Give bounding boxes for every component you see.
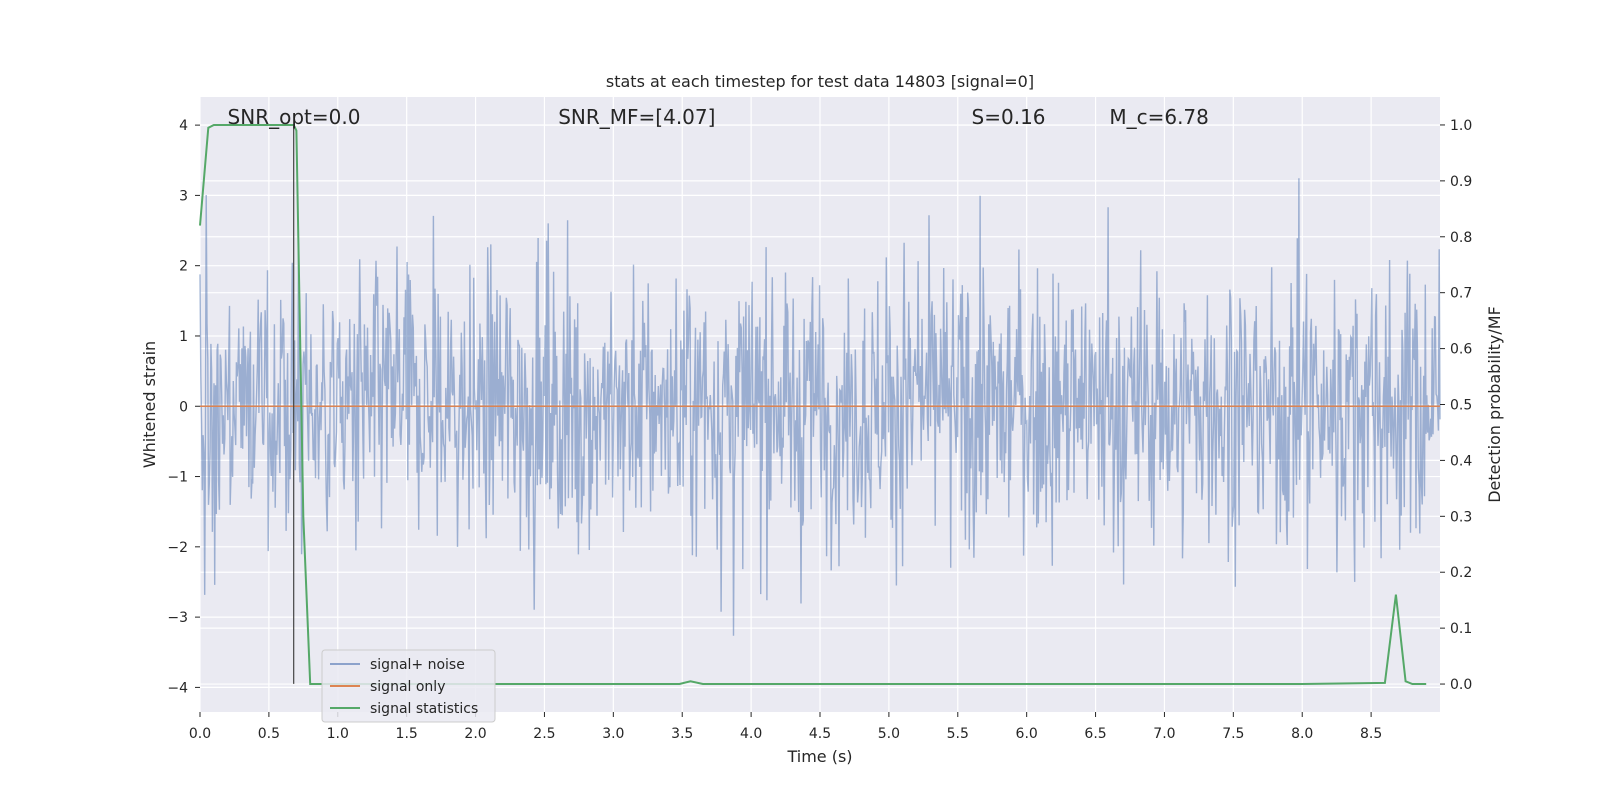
annotation-text: SNR_opt=0.0 [228,105,361,129]
legend-label-signal-noise: signal+ noise [370,657,465,673]
y-tick-label: 0 [179,399,188,415]
y2-tick-label: 1.0 [1450,118,1472,134]
x-tick-label: 7.5 [1222,726,1244,742]
x-tick-label: 8.0 [1291,726,1313,742]
y-tick-label: 2 [179,259,188,275]
y2-tick-label: 0.9 [1450,174,1472,190]
y2-tick-label: 0.5 [1450,398,1472,414]
y2-tick-label: 0.4 [1450,453,1472,469]
x-tick-label: 0.0 [189,726,211,742]
annotation-text: M_c=6.78 [1109,105,1209,129]
signal-noise-line [199,178,1441,636]
x-tick-label: 0.5 [258,726,280,742]
legend: signal+ noise signal only signal statist… [321,649,496,723]
y2-tick-label: 0.6 [1450,342,1472,358]
y2-tick-label: 0.0 [1450,677,1472,693]
y2-tick-label: 0.2 [1450,565,1472,581]
y-axis-label: Whitened strain [140,341,159,468]
x-tick-label: 3.5 [671,726,693,742]
y2-tick-label: 0.3 [1450,509,1472,525]
y2-tick-label: 0.7 [1450,286,1472,302]
x-tick-label: 1.5 [396,726,418,742]
legend-label-signal-statistics: signal statistics [370,701,478,717]
x-tick-label: 5.5 [947,726,969,742]
x-tick-label: 2.5 [533,726,555,742]
x-tick-label: 5.0 [878,726,900,742]
x-tick-label: 8.5 [1360,726,1382,742]
annotation-text: SNR_MF=[4.07] [558,105,715,129]
y2-tick-label: 0.1 [1450,621,1472,637]
y-tick-label: 1 [179,329,188,345]
y-tick-label: 3 [179,188,188,204]
x-tick-label: 4.5 [809,726,831,742]
x-axis-label: Time (s) [786,747,852,766]
x-tick-label: 6.5 [1084,726,1106,742]
y-tick-label: −2 [167,540,188,556]
x-tick-label: 4.0 [740,726,762,742]
x-tick-label: 7.0 [1153,726,1175,742]
legend-box [321,649,496,723]
y2-axis-label: Detection probability/MF [1485,306,1504,503]
y-tick-label: −1 [167,470,188,486]
legend-label-signal-only: signal only [370,679,445,695]
signal-noise-series [199,178,1441,636]
annotation-text: S=0.16 [972,105,1046,129]
y2-tick-label: 0.8 [1450,230,1472,246]
y-tick-label: 4 [179,118,188,134]
tick-layer: 0.0 0.5 1.0 1.5 2.0 2.5 3.0 3.5 4.0 4.5 5.0 5.5 6.0 6… [167,118,1472,742]
x-tick-label: 3.0 [602,726,624,742]
x-tick-label: 2.0 [464,726,486,742]
annotation-layer: SNR_opt=0.0 SNR_MF=[4.07] S=0.16 M_c=6.78 [228,105,1209,129]
y-tick-label: −3 [167,610,188,626]
y-tick-label: −4 [167,680,188,696]
x-tick-label: 6.0 [1016,726,1038,742]
chart-title: stats at each timestep for test data 148… [606,72,1034,91]
x-tick-label: 1.0 [327,726,349,742]
